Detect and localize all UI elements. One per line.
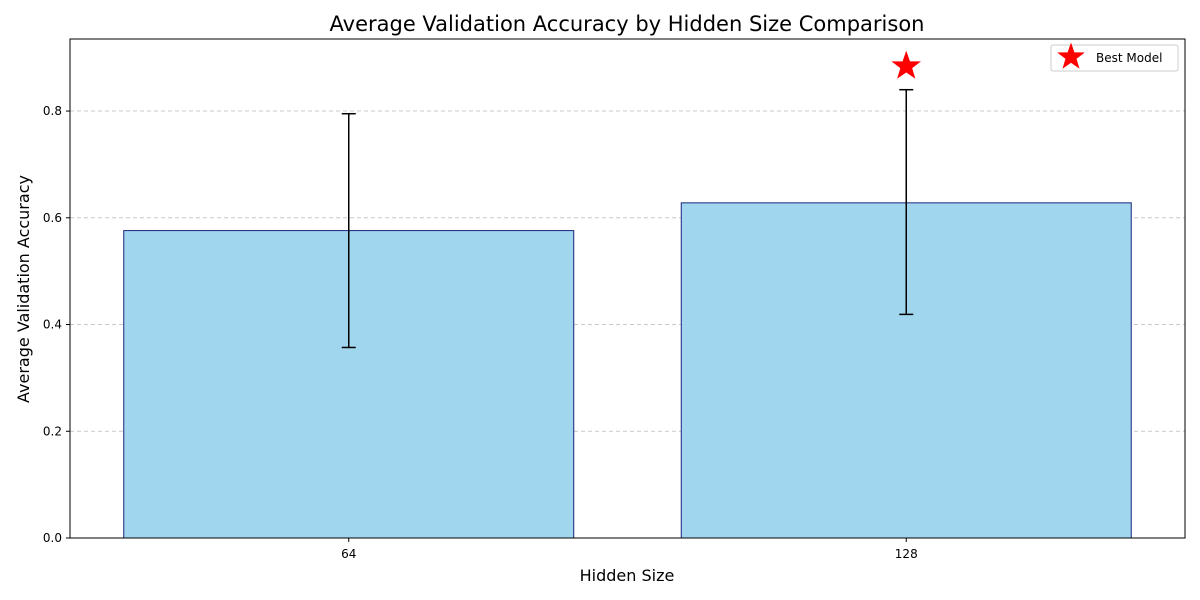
y-axis-label: Average Validation Accuracy [14,175,33,403]
y-axis-ticks: 0.0 0.2 0.4 0.6 0.8 [43,104,70,545]
error-bar-64 [341,112,356,349]
x-axis-ticks: 64 128 [341,538,918,561]
y-tick-label: 0.2 [43,424,62,438]
y-tick-label: 0.0 [43,531,62,545]
y-tick-label: 0.8 [43,104,62,118]
chart-title: Average Validation Accuracy by Hidden Si… [330,12,925,36]
plot-frame [69,38,1186,539]
x-axis-label: Hidden Size [580,566,675,585]
bars [123,202,1132,539]
legend-box [1050,44,1179,72]
y-tick-label: 0.6 [43,211,62,225]
legend-entry-best-model: Best Model [1096,51,1162,65]
legend: Best Model [1050,42,1179,72]
y-tick-label: 0.4 [43,318,62,332]
best-model-star-icon [891,50,922,79]
x-tick-label: 128 [895,547,918,561]
best-model-markers [891,50,922,79]
x-tick-label: 64 [341,547,356,561]
error-bars [341,88,914,349]
legend-star-icon [1057,42,1085,69]
error-bar-128 [899,88,914,316]
